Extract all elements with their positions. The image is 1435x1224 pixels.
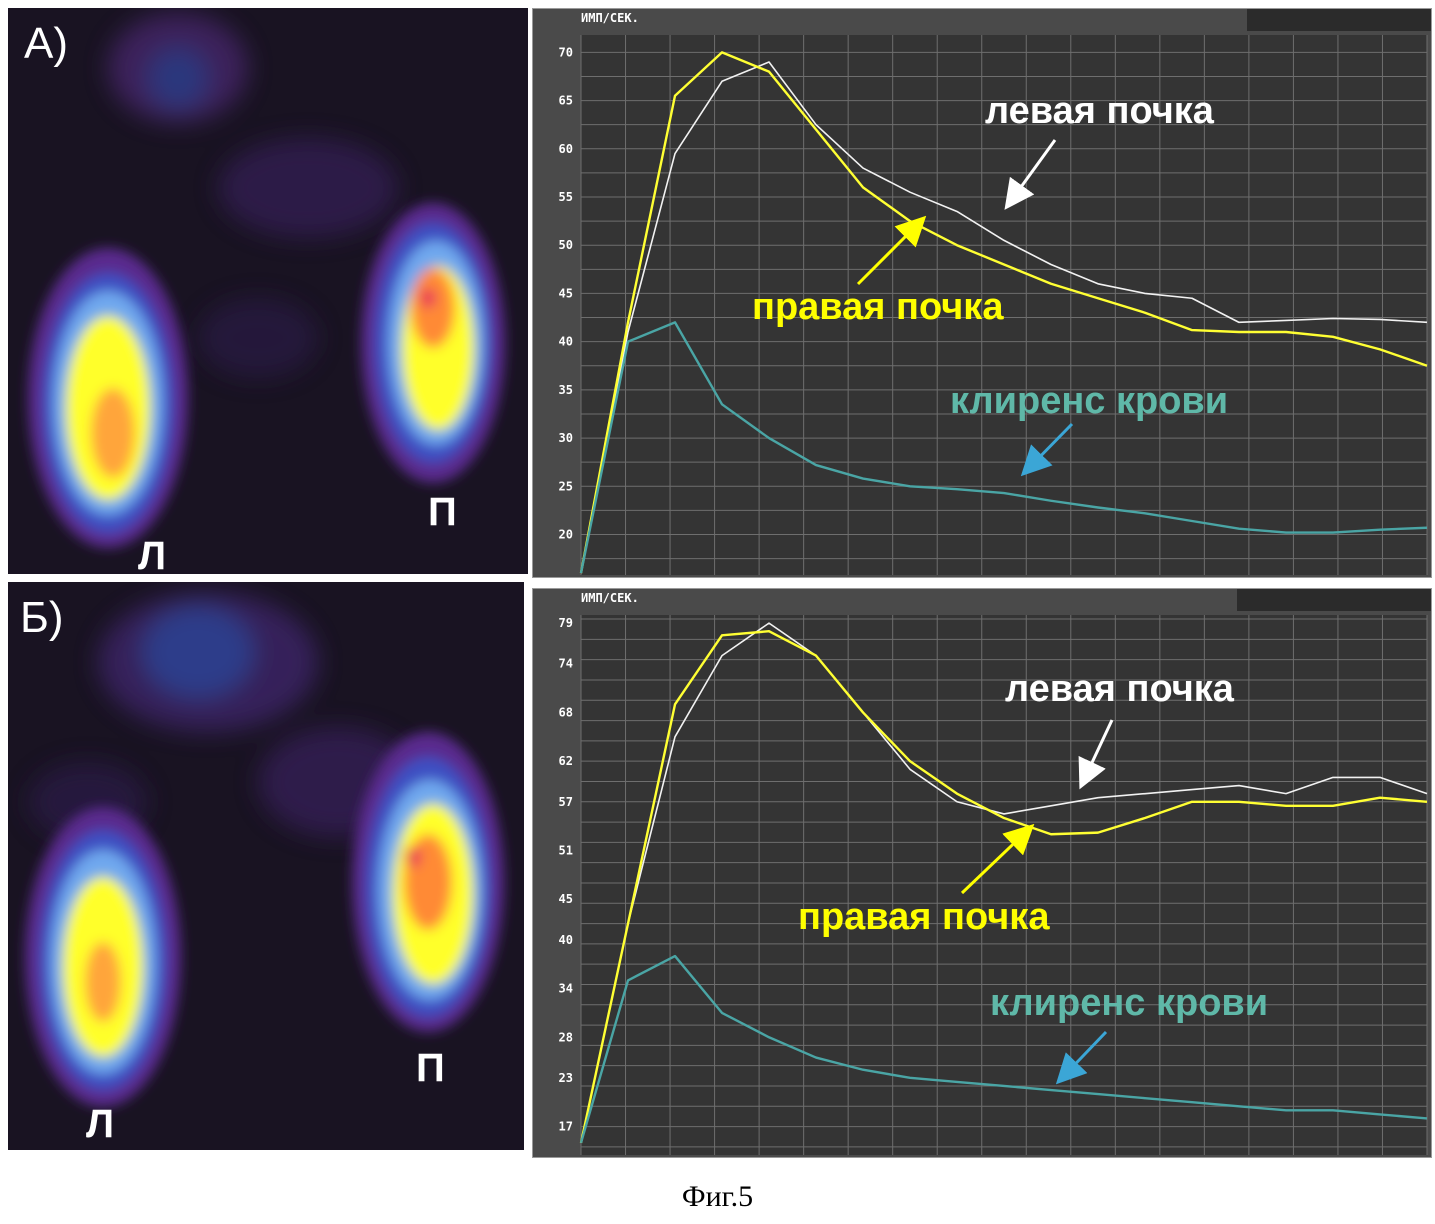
- y-tick-label: 45: [559, 892, 573, 906]
- y-tick-label: 60: [559, 142, 573, 156]
- anno-b-blood-clearance: клиренс крови: [990, 982, 1269, 1024]
- chart-a-topbar: [1247, 9, 1431, 31]
- scintigram-b: Б) Л П: [8, 582, 524, 1150]
- y-tick-label: 74: [559, 657, 573, 671]
- series-line-right-kidney: [579, 630, 1428, 1144]
- series-line-blood-clearance: [579, 321, 1428, 574]
- series-line-left-kidney: [580, 622, 1428, 1143]
- y-tick-label: 35: [559, 383, 573, 397]
- anno-a-blood-clearance: клиренс крови: [950, 380, 1229, 422]
- chart-a-svg: 70 65 60 55 50 45 40 35 30 25 20: [559, 35, 1428, 575]
- y-tick-label: 57: [559, 795, 573, 809]
- anno-b-right-kidney: правая почка: [798, 896, 1050, 938]
- y-tick-label: 51: [559, 843, 573, 857]
- y-tick-label: 70: [559, 45, 573, 59]
- scintigram-b-graphic: [25, 592, 504, 1107]
- right-kidney-label-b: П: [416, 1046, 445, 1090]
- y-tick-label: 34: [559, 982, 573, 996]
- y-tick-label: 25: [559, 479, 573, 493]
- series-line-right-kidney: [579, 51, 1428, 574]
- chart-a-unit-label: ИМП/СЕК.: [581, 11, 639, 25]
- y-tick-label: 45: [559, 286, 573, 300]
- chart-b-topbar: [1237, 589, 1431, 611]
- y-tick-label: 40: [559, 933, 573, 947]
- y-tick-label: 55: [559, 190, 573, 204]
- chart-b-unit-label: ИМП/СЕК.: [581, 591, 639, 605]
- y-tick-label: 62: [559, 754, 573, 768]
- y-tick-label: 79: [559, 616, 573, 630]
- anno-a-left-kidney: левая почка: [985, 90, 1214, 132]
- left-kidney-label-a: Л: [138, 534, 167, 574]
- renogram-chart-b: ИМП/СЕК. 79 74 68 62 57 51 45 40 34 28 23 17: [532, 588, 1432, 1158]
- y-tick-label: 68: [559, 705, 573, 719]
- anno-b-left-kidney: левая почка: [1005, 668, 1234, 710]
- y-tick-label: 23: [559, 1071, 573, 1085]
- series-line-left-kidney: [580, 61, 1428, 574]
- series-line-blood-clearance: [579, 954, 1428, 1144]
- figure-caption: Фиг.5: [681, 1180, 754, 1213]
- y-tick-label: 20: [559, 528, 573, 542]
- y-tick-label: 50: [559, 238, 573, 252]
- scintigram-a: А) Л П: [8, 8, 528, 574]
- y-tick-label: 17: [559, 1120, 573, 1134]
- renogram-chart-a: ИМП/СЕК. 70 65 60 55 50 45 40 35 30 25 20: [532, 8, 1432, 578]
- panel-label-b: Б): [20, 593, 64, 642]
- y-tick-label: 28: [559, 1030, 573, 1044]
- left-kidney-label-b: Л: [86, 1102, 115, 1146]
- scintigram-a-graphic: [28, 13, 505, 548]
- y-tick-label: 65: [559, 94, 573, 108]
- chart-b-svg: 79 74 68 62 57 51 45 40 34 28 23 17: [559, 615, 1428, 1155]
- right-kidney-label-a: П: [428, 490, 457, 534]
- panel-label-a: А): [24, 19, 68, 68]
- y-tick-label: 30: [559, 431, 573, 445]
- y-tick-label: 40: [559, 335, 573, 349]
- anno-a-right-kidney: правая почка: [752, 286, 1004, 328]
